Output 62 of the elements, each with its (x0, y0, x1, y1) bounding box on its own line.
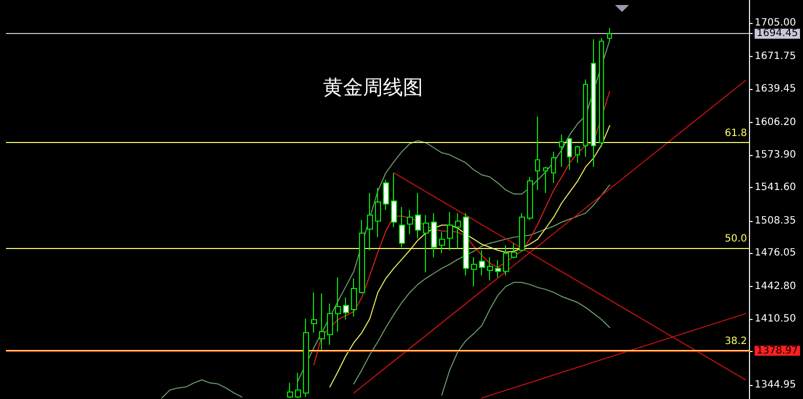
candlestick (383, 179, 389, 211)
candlestick (519, 212, 525, 252)
candlestick (311, 292, 317, 334)
candlestick (319, 292, 325, 350)
y-tick-label: 1705.00 (754, 18, 796, 29)
candlestick (415, 192, 421, 239)
candlestick (511, 242, 517, 259)
candlestick (287, 382, 293, 398)
y-tick-label: 1694.45 (756, 28, 798, 40)
y-tick-label: 1378.97 (756, 345, 798, 356)
y-tick-label: 1606.20 (754, 116, 796, 128)
line-series (161, 379, 242, 398)
candlestick (351, 278, 357, 318)
candlestick (551, 151, 556, 184)
candlestick (343, 296, 349, 320)
candlestick (303, 318, 309, 398)
y-tick-label: 1508.35 (754, 215, 796, 226)
candlestick (391, 172, 397, 228)
candlestick (359, 220, 365, 294)
candlestick (503, 244, 509, 276)
y-tick-label: 1541.60 (754, 182, 796, 193)
annotation: 50.0 (724, 234, 747, 245)
candlestick (591, 38, 596, 168)
candlestick (575, 145, 580, 164)
candlestick (607, 28, 612, 41)
candlestick (375, 187, 381, 238)
candlestick (447, 212, 453, 251)
candlestick (495, 260, 501, 278)
line-series (441, 282, 610, 396)
annotation: 61.8 (724, 128, 747, 140)
y-tick-label: 1573.90 (754, 149, 796, 160)
candlestick (535, 116, 540, 190)
candlestick (335, 276, 341, 332)
candlestick (327, 303, 333, 346)
candlestick (567, 137, 572, 170)
text: 黄金周线图 (323, 75, 423, 99)
candlestick (599, 38, 604, 148)
line-series (353, 184, 610, 384)
candlestick (463, 212, 469, 276)
candlestick (295, 372, 301, 398)
candlestick (471, 256, 477, 287)
y-tick-label: 1476.05 (754, 248, 796, 259)
y-tick-label: 1639.45 (754, 83, 796, 94)
candlestick (583, 78, 588, 158)
y-tick-label: 1410.50 (754, 314, 796, 325)
candlestick (455, 212, 461, 249)
y-tick-label: 1671.75 (754, 51, 796, 62)
candlestick (431, 212, 437, 258)
candlestick (479, 250, 485, 276)
candlestick (367, 192, 373, 251)
annotation: 38.2 (724, 336, 747, 347)
y-tick-label: 1442.80 (754, 281, 796, 292)
line-series (329, 125, 610, 388)
candlestick (487, 256, 493, 281)
candlestick (399, 206, 405, 248)
candlestick (423, 214, 429, 273)
candlestick (439, 232, 445, 254)
candlestick (543, 166, 548, 194)
candlestick (527, 176, 533, 221)
y-tick-label: 1344.95 (754, 379, 796, 390)
candlestick (559, 134, 564, 168)
candlestick (407, 210, 413, 235)
